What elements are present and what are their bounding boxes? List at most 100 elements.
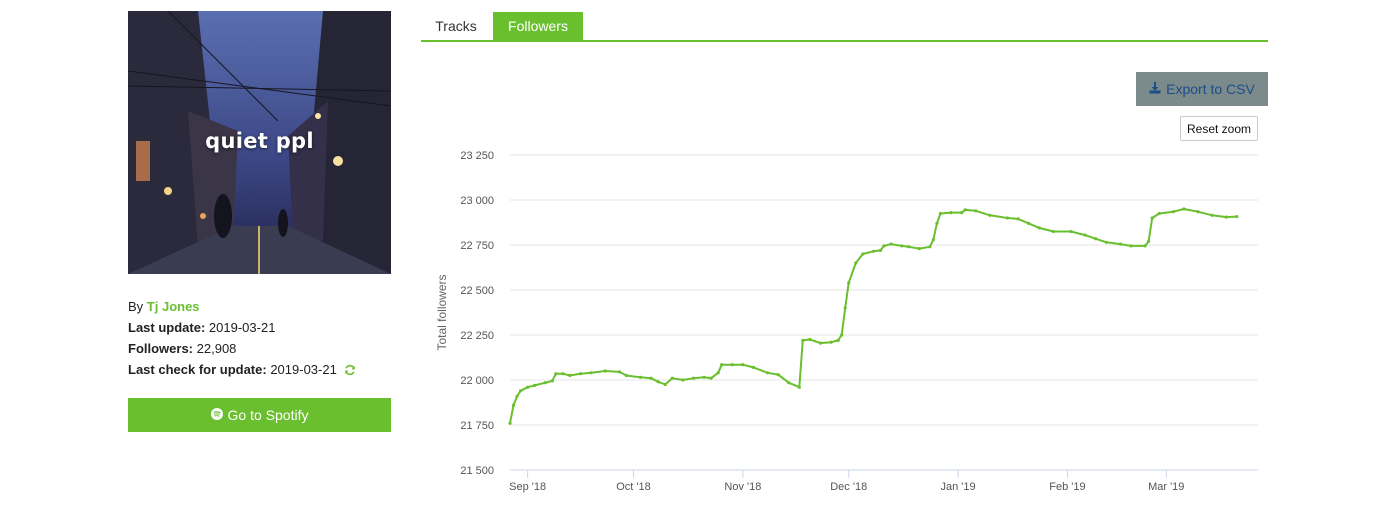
go-to-spotify-button[interactable]: Go to Spotify: [128, 398, 391, 432]
followers-value: 22,908: [196, 341, 237, 356]
export-csv-button[interactable]: Export to CSV: [1136, 72, 1268, 106]
data-point: [963, 208, 967, 212]
data-point: [1210, 213, 1214, 217]
data-point: [1094, 237, 1098, 241]
data-point: [702, 375, 706, 379]
by-label: By: [128, 299, 144, 314]
data-point: [900, 244, 904, 248]
data-point: [550, 379, 554, 383]
data-point: [949, 211, 953, 215]
x-tick-label: Dec '18: [830, 481, 867, 493]
data-point: [797, 385, 801, 389]
data-point: [518, 389, 523, 393]
data-point: [847, 281, 851, 285]
data-point: [871, 249, 876, 253]
x-tick-label: Feb '19: [1049, 481, 1085, 493]
data-point: [836, 338, 840, 342]
data-point: [801, 338, 805, 342]
followers-series: [508, 207, 1239, 425]
data-point: [917, 247, 921, 251]
data-point: [720, 363, 724, 367]
y-axis: 21 500 21 750 22 000 22 250 22 500 22 750 23 0…: [460, 150, 494, 477]
data-point: [526, 385, 530, 389]
data-point: [931, 238, 935, 242]
data-point: [656, 380, 660, 384]
data-point: [511, 403, 516, 407]
data-point: [649, 376, 653, 380]
x-tick-label: Sep '18: [509, 481, 546, 493]
artist-link[interactable]: Tj Jones: [146, 299, 200, 314]
chart-grid: [510, 154, 1258, 471]
data-point: [561, 372, 565, 376]
data-point: [1235, 214, 1239, 219]
series-line: [509, 208, 1237, 424]
last-update-line: Last update: 2019-03-21: [128, 317, 356, 338]
data-point: [889, 242, 893, 246]
data-point: [578, 372, 583, 376]
y-tick-label: 22 250: [460, 330, 494, 342]
data-point: [1027, 221, 1031, 225]
data-point: [515, 394, 519, 398]
data-point: [603, 369, 607, 373]
last-update-label: Last update:: [128, 320, 206, 335]
followers-label: Followers:: [128, 341, 194, 356]
data-point: [829, 340, 833, 344]
data-point: [1171, 210, 1175, 214]
x-axis: Sep '18 Oct '18 Nov '18 Dec '18 Jan '19 Feb '…: [509, 469, 1258, 493]
data-point: [787, 381, 791, 385]
refresh-icon[interactable]: [344, 361, 356, 382]
data-point: [1157, 211, 1161, 216]
download-icon: [1149, 81, 1161, 97]
y-axis-title: Total followers: [435, 274, 449, 350]
data-point: [1005, 216, 1010, 220]
data-point: [938, 211, 943, 216]
data-point: [1224, 215, 1228, 219]
y-tick-label: 23 000: [460, 195, 494, 207]
x-tick-label: Jan '19: [941, 481, 976, 493]
playlist-cover: quiet ppl: [128, 11, 391, 274]
cover-image: [128, 11, 391, 274]
data-point: [1143, 244, 1147, 248]
x-tick-label: Mar '19: [1148, 481, 1184, 493]
export-csv-label: Export to CSV: [1166, 81, 1255, 97]
data-point: [974, 209, 978, 213]
y-tick-label: 22 750: [460, 240, 494, 252]
data-point: [808, 337, 812, 342]
data-point: [730, 363, 734, 367]
y-tick-label: 22 500: [460, 285, 494, 297]
data-point: [543, 381, 547, 385]
spotify-icon: [210, 407, 223, 423]
data-point: [1104, 240, 1108, 244]
tab-tracks[interactable]: Tracks: [435, 18, 477, 34]
cover-title: quiet ppl: [205, 129, 314, 153]
data-point: [960, 211, 964, 215]
tab-followers[interactable]: Followers: [493, 12, 583, 40]
author-line: By Tj Jones: [128, 296, 356, 317]
y-tick-label: 21 750: [460, 420, 494, 432]
followers-chart: Sep '18 Oct '18 Nov '18 Dec '18 Jan '19 Feb '…: [435, 150, 1258, 493]
data-point: [1016, 217, 1020, 221]
data-point: [907, 245, 911, 249]
last-check-value: 2019-03-21: [270, 362, 337, 377]
x-tick-label: Nov '18: [724, 481, 761, 493]
data-point: [776, 373, 780, 377]
data-point: [854, 261, 858, 265]
x-tick-label: Oct '18: [616, 481, 651, 493]
data-point: [878, 248, 883, 252]
data-point: [818, 341, 823, 345]
data-point: [1083, 233, 1087, 237]
reset-zoom-button[interactable]: Reset zoom: [1180, 116, 1258, 141]
data-point: [1150, 216, 1154, 220]
data-point: [663, 382, 667, 387]
last-check-label: Last check for update:: [128, 362, 267, 377]
playlist-meta: By Tj Jones Last update: 2019-03-21 Foll…: [128, 296, 356, 382]
data-point: [1182, 207, 1186, 211]
data-point: [681, 378, 685, 382]
data-point: [928, 245, 932, 249]
last-check-line: Last check for update: 2019-03-21: [128, 359, 356, 382]
tab-bar: Tracks Followers: [421, 12, 1268, 42]
data-point: [533, 383, 537, 387]
data-point: [508, 421, 512, 425]
data-point: [554, 372, 558, 376]
data-point: [624, 373, 629, 378]
